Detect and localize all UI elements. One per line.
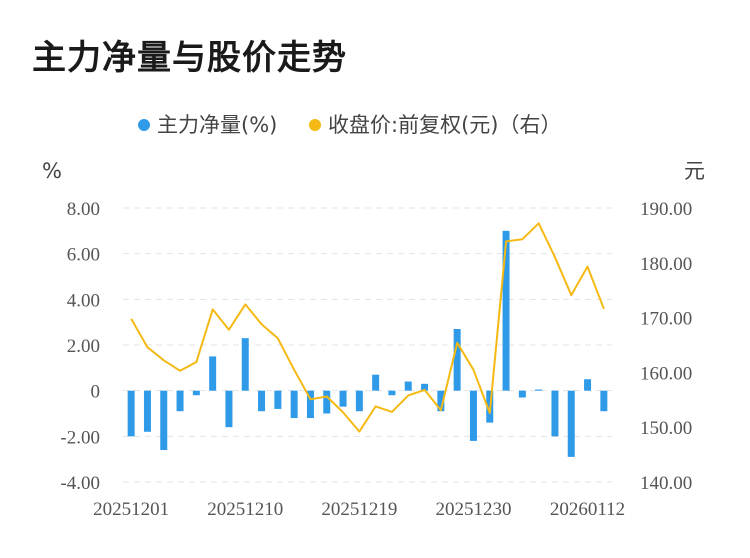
x-tick-label: 20251210 xyxy=(207,499,283,520)
left-tick-label: -2.00 xyxy=(60,427,100,448)
net-flow-bar xyxy=(176,390,184,412)
net-flow-bars xyxy=(127,230,608,457)
close-price-line-group xyxy=(130,222,605,433)
net-flow-bar xyxy=(437,390,445,412)
legend-marker-close-price xyxy=(309,119,321,131)
net-flow-bar xyxy=(225,390,233,428)
net-flow-bar xyxy=(372,374,380,391)
right-tick-label: 180.00 xyxy=(640,254,692,275)
net-flow-bar xyxy=(339,390,347,407)
net-flow-bar xyxy=(258,390,266,412)
net-flow-bar xyxy=(518,390,526,398)
left-tick-label: 0 xyxy=(91,382,101,403)
x-tick-label: 20260112 xyxy=(550,499,625,520)
left-tick-label: 6.00 xyxy=(67,245,100,266)
legend-label-net-flow: 主力净量(%) xyxy=(157,113,277,137)
net-flow-bar xyxy=(584,379,592,391)
right-tick-label: 150.00 xyxy=(640,418,692,439)
net-flow-bar xyxy=(160,390,168,451)
x-tick-label: 20251219 xyxy=(321,499,397,520)
net-flow-bar xyxy=(551,390,559,437)
net-flow-bar xyxy=(421,383,429,391)
net-flow-bar xyxy=(388,390,396,396)
net-flow-bar xyxy=(192,390,200,396)
net-flow-bar xyxy=(535,389,543,391)
net-flow-bar xyxy=(290,390,298,419)
net-flow-bar xyxy=(241,338,249,391)
left-tick-label: 2.00 xyxy=(67,336,100,357)
net-flow-bar xyxy=(567,390,575,457)
right-tick-label: 160.00 xyxy=(640,363,692,384)
net-flow-bar xyxy=(127,390,135,437)
net-flow-bar xyxy=(453,329,461,391)
close-price-line xyxy=(130,222,605,433)
right-tick-label: 190.00 xyxy=(640,199,692,220)
net-flow-bar xyxy=(355,390,363,412)
net-flow-bar xyxy=(502,230,510,391)
right-tick-label: 170.00 xyxy=(640,309,692,330)
right-tick-label: 140.00 xyxy=(640,473,692,494)
net-flow-bar xyxy=(209,356,217,391)
net-flow-bar xyxy=(600,390,608,412)
x-axis-ticks: 20251201 20251210 20251219 20251230 20260112 xyxy=(93,499,625,520)
net-flow-bar xyxy=(274,390,282,409)
x-tick-label: 20251230 xyxy=(435,499,511,520)
chart-title: 主力净量与股价走势 xyxy=(32,38,347,78)
net-flow-bar xyxy=(306,390,314,419)
net-flow-bar xyxy=(469,390,477,441)
right-axis-ticks: 190.00 180.00 170.00 160.00 150.00 140.00 xyxy=(640,199,692,494)
right-axis-unit: 元 xyxy=(684,159,705,183)
left-axis-unit: % xyxy=(42,159,62,183)
net-flow-bar xyxy=(404,381,412,391)
left-tick-label: 8.00 xyxy=(67,199,100,220)
legend: 主力净量(%) 收盘价:前复权(元)（右） xyxy=(138,113,561,137)
legend-marker-net-flow xyxy=(138,119,150,131)
x-tick-label: 20251201 xyxy=(93,499,169,520)
left-axis-ticks: 8.00 6.00 4.00 2.00 0 -2.00 -4.00 xyxy=(60,199,100,494)
grid-lines xyxy=(123,207,612,483)
legend-label-close-price: 收盘价:前复权(元)（右） xyxy=(328,113,561,137)
left-tick-label: 4.00 xyxy=(67,290,100,311)
left-tick-label: -4.00 xyxy=(60,473,100,494)
net-flow-bar xyxy=(323,390,331,414)
net-flow-bar xyxy=(143,390,151,432)
